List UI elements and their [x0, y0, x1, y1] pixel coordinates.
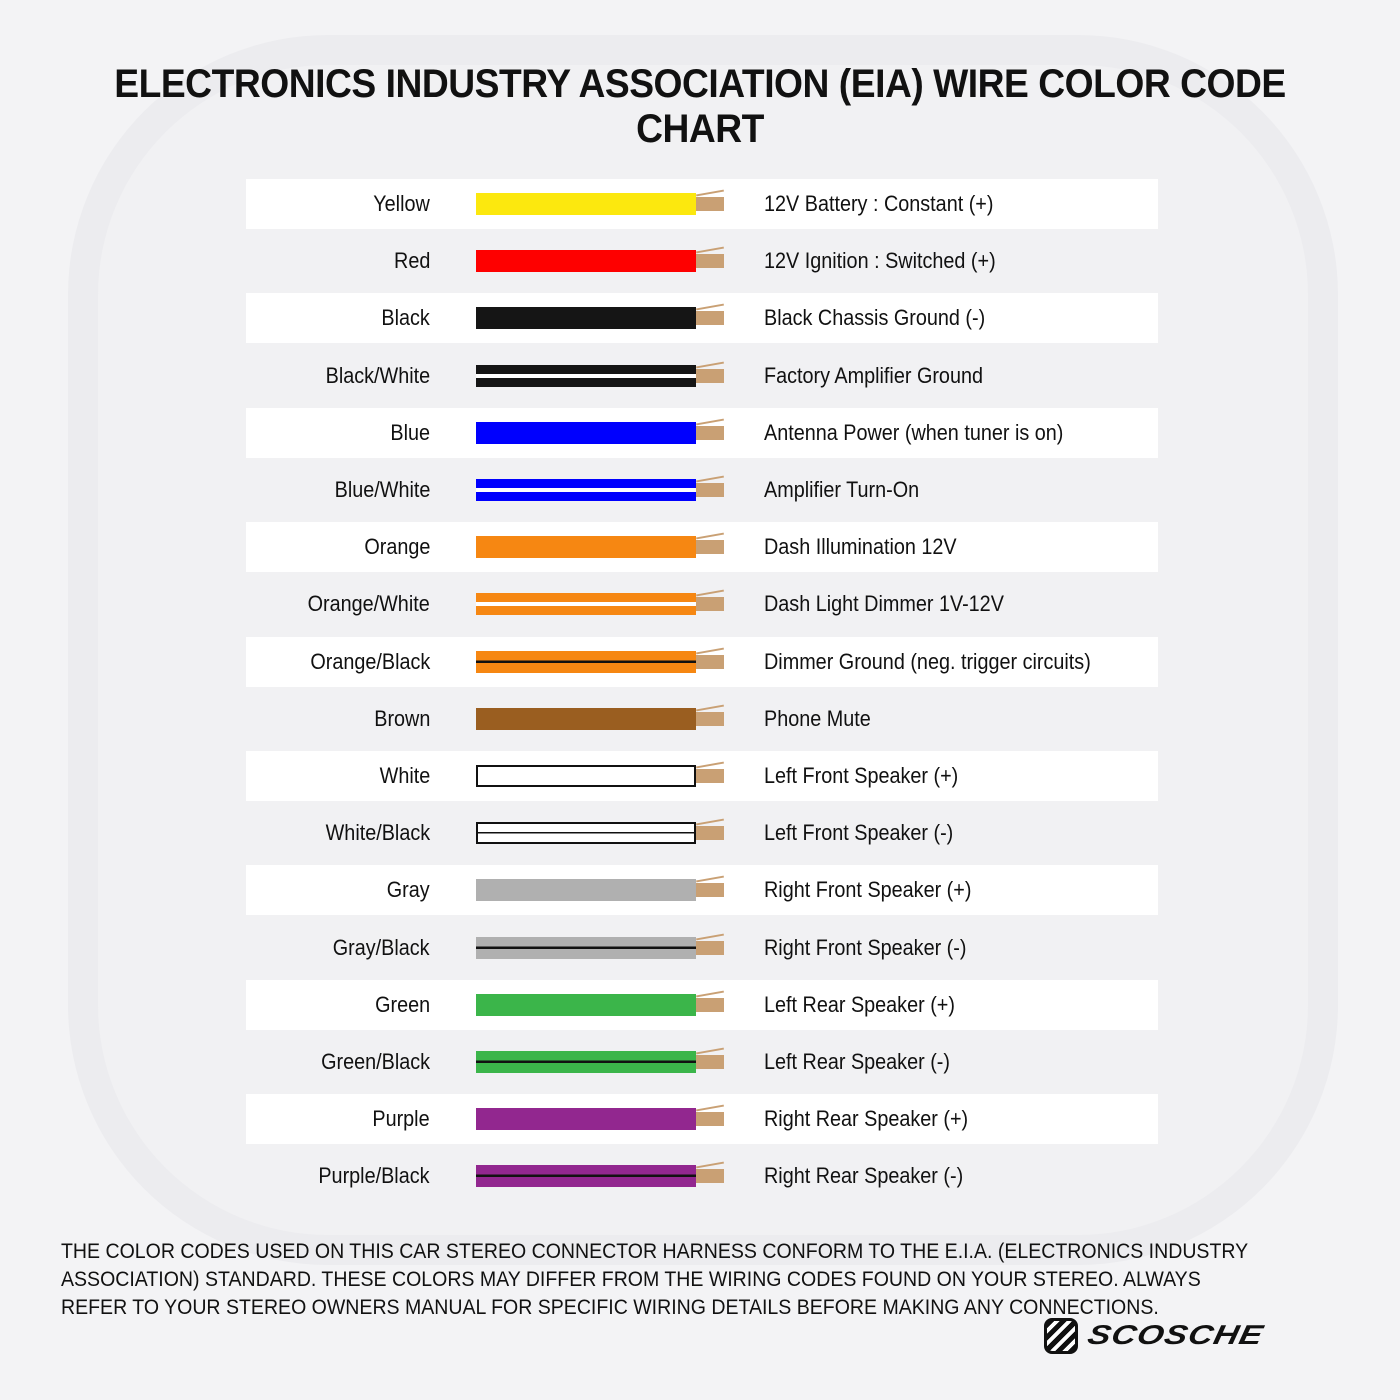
copper-wire-end-icon — [696, 254, 724, 269]
wire-function: Left Front Speaker (-) — [764, 820, 954, 846]
copper-wire-end-icon — [696, 711, 724, 726]
wire-color-name: Orange — [363, 534, 430, 560]
wire-color-name: Green/Black — [321, 1049, 430, 1074]
wire-swatch — [476, 421, 696, 444]
wire-function: Left Rear Speaker (+) — [764, 991, 955, 1017]
wire-function: Right Front Speaker (-) — [764, 934, 967, 960]
wire-color-name: Orange/White — [307, 591, 430, 617]
wire-function: Left Front Speaker (+) — [764, 763, 959, 788]
wire-swatch — [476, 765, 696, 787]
copper-wire-end-icon — [696, 483, 724, 497]
scosche-badge-icon — [1044, 1317, 1078, 1354]
wire-color-name: Green — [374, 991, 430, 1017]
table-row: Gray/Black Right Front Speaker (-) — [246, 923, 1158, 973]
table-row: Green Left Rear Speaker (+) — [246, 979, 1158, 1030]
footnote: THE COLOR CODES USED ON THIS CAR STEREO … — [61, 1240, 1248, 1319]
copper-wire-end-icon — [696, 197, 724, 211]
wire-function: Right Rear Speaker (-) — [764, 1163, 964, 1189]
wire-swatch — [476, 650, 696, 673]
wire-color-name: Yellow — [373, 191, 430, 216]
copper-wire-end-icon — [696, 883, 724, 898]
wire-function: Antenna Power (when tuner is on) — [764, 419, 1064, 445]
wire-color-name: Red — [393, 248, 430, 274]
table-row: Green/Black Left Rear Speaker (-) — [246, 1037, 1158, 1087]
wire-color-name: Purple/Black — [318, 1163, 430, 1189]
copper-wire-end-icon — [696, 540, 724, 555]
table-row: Black/White Factory Amplifier Ground — [246, 351, 1158, 401]
copper-wire-end-icon — [696, 368, 724, 383]
wire-function: 12V Ignition : Switched (+) — [764, 248, 996, 274]
copper-wire-end-icon — [696, 769, 724, 783]
wire-function: Right Rear Speaker (+) — [764, 1106, 969, 1132]
wire-swatch — [476, 1051, 696, 1073]
wire-swatch — [476, 822, 696, 845]
wire-swatch — [476, 307, 696, 330]
wire-swatch — [476, 364, 696, 387]
wire-swatch — [476, 1108, 696, 1131]
wire-color-name: Blue/White — [334, 477, 430, 502]
copper-wire-end-icon — [696, 597, 724, 612]
wire-color-name: Gray/Black — [333, 934, 430, 960]
wire-color-name: Gray — [387, 877, 430, 903]
wire-color-name: Black/White — [325, 362, 430, 388]
wire-swatch — [476, 936, 696, 959]
table-row: Orange/White Dash Light Dimmer 1V-12V — [246, 579, 1158, 629]
wire-swatch — [476, 993, 696, 1016]
copper-wire-end-icon — [696, 1055, 724, 1069]
wire-color-name: White — [379, 763, 430, 788]
wire-swatch — [476, 879, 696, 902]
wire-swatch — [476, 250, 696, 273]
copper-wire-end-icon — [696, 997, 724, 1012]
copper-wire-end-icon — [696, 1169, 724, 1184]
table-row: White/Black Left Front Speaker (-) — [246, 808, 1158, 858]
wire-function: Amplifier Turn-On — [764, 477, 920, 502]
copper-wire-end-icon — [696, 940, 724, 955]
wire-swatch — [476, 479, 696, 501]
wire-swatch — [476, 536, 696, 559]
table-row: Brown Phone Mute — [246, 694, 1158, 744]
wire-color-name: White/Black — [325, 820, 430, 846]
copper-wire-end-icon — [696, 1112, 724, 1127]
wire-function: Phone Mute — [764, 705, 871, 731]
wire-function: Dash Illumination 12V — [764, 534, 957, 560]
wire-color-name: Purple — [372, 1106, 430, 1132]
wire-swatch — [476, 193, 696, 215]
table-row: Yellow 12V Battery : Constant (+) — [246, 179, 1158, 229]
wire-color-name: Orange/Black — [310, 648, 430, 674]
logo-wordmark: SCOSCHE — [1084, 1319, 1267, 1351]
copper-wire-end-icon — [696, 311, 724, 326]
table-row: Purple Right Rear Speaker (+) — [246, 1094, 1158, 1145]
table-row: Red 12V Ignition : Switched (+) — [246, 236, 1158, 286]
page-title: ELECTRONICS INDUSTRY ASSOCIATION (EIA) W… — [114, 62, 1286, 151]
wire-function: Factory Amplifier Ground — [764, 362, 983, 388]
table-row: Blue/White Amplifier Turn-On — [246, 465, 1158, 515]
copper-wire-end-icon — [696, 826, 724, 841]
wire-color-name: Black — [381, 305, 430, 331]
wire-function: Left Rear Speaker (-) — [764, 1049, 950, 1074]
table-row: Orange/Black Dimmer Ground (neg. trigger … — [246, 636, 1158, 687]
table-row: White Left Front Speaker (+) — [246, 751, 1158, 801]
wire-swatch — [476, 1165, 696, 1188]
copper-wire-end-icon — [696, 654, 724, 669]
wire-function: Dimmer Ground (neg. trigger circuits) — [764, 648, 1091, 674]
scosche-logo: SCOSCHE — [1044, 1316, 1266, 1355]
table-row: Gray Right Front Speaker (+) — [246, 865, 1158, 916]
table-row: Blue Antenna Power (when tuner is on) — [246, 407, 1158, 458]
table-row: Black Black Chassis Ground (-) — [246, 293, 1158, 344]
copper-wire-end-icon — [696, 425, 724, 440]
wire-swatch — [476, 593, 696, 616]
wire-color-name: Blue — [390, 419, 430, 445]
table-row: Orange Dash Illumination 12V — [246, 522, 1158, 573]
wire-function: Dash Light Dimmer 1V-12V — [764, 591, 1004, 617]
wire-color-name: Brown — [373, 705, 430, 731]
wire-function: 12V Battery : Constant (+) — [764, 191, 994, 216]
wire-function: Right Front Speaker (+) — [764, 877, 972, 903]
wire-function: Black Chassis Ground (-) — [764, 305, 986, 331]
wire-swatch — [476, 707, 696, 730]
table-row: Purple/Black Right Rear Speaker (-) — [246, 1151, 1158, 1201]
